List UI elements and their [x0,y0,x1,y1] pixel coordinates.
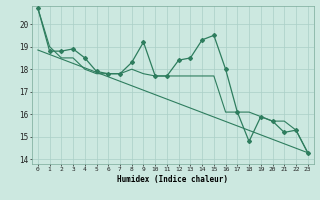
X-axis label: Humidex (Indice chaleur): Humidex (Indice chaleur) [117,175,228,184]
